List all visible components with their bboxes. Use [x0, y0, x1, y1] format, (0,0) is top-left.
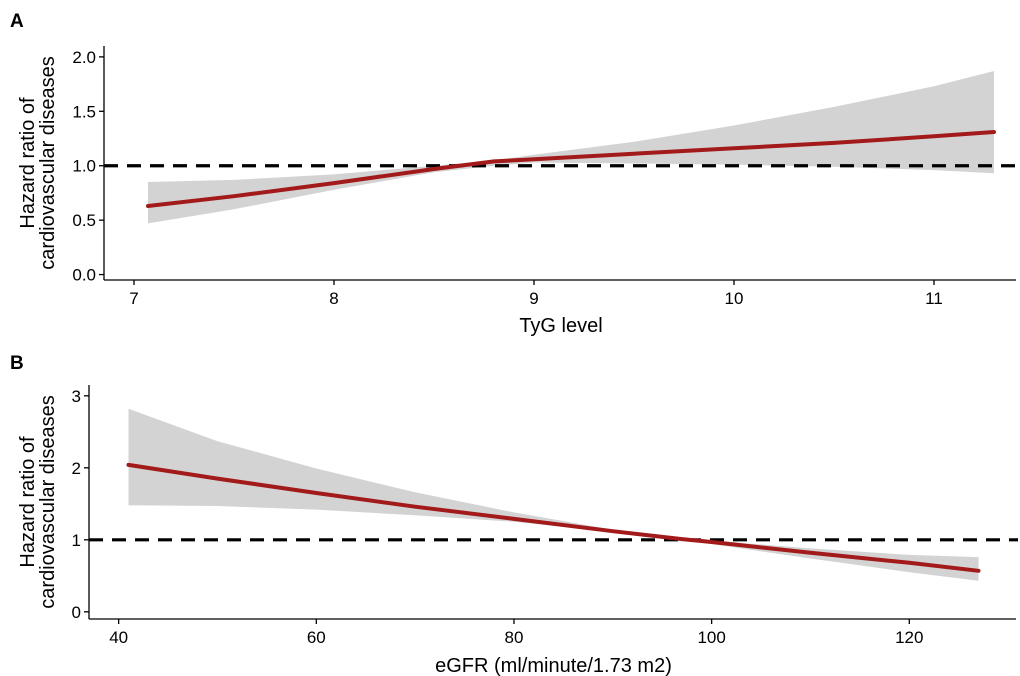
panel-a-confidence-band: [148, 71, 994, 224]
panel-a-data-point: [334, 183, 335, 184]
panel-a-y-axis-title-line: Hazard ratio of: [17, 97, 39, 229]
panel-a-y-tick-label: 0.0: [72, 266, 96, 285]
panel-a-x-tick-label: 7: [129, 289, 138, 308]
panel-b-data-point: [612, 531, 613, 532]
panel-b-data-point: [810, 552, 811, 553]
panel-b-y-tick-label: 0: [72, 603, 81, 622]
panel-a-y-tick-label: 1.0: [72, 157, 96, 176]
panel-a-data-point: [634, 153, 635, 154]
panel-a-y-tick-label: 1.5: [72, 102, 96, 121]
panel-b-data-point: [128, 464, 129, 465]
panel-a: A 0.0 0.5 1.0 1.5 2.0 7 8 9 10 11 TyG level Hazard r…: [10, 11, 1018, 337]
panel-b-data-point: [681, 539, 682, 540]
panel-b: B 0 1 2 3 40 60 80 100 120 eGFR (ml/minute/1.73 m2…: [10, 353, 1018, 676]
panel-a-data-point: [534, 159, 535, 160]
panel-b-hazard-curve: [126, 462, 981, 573]
panel-b-data-point: [217, 478, 218, 479]
panel-a-x-axis-title: TyG level: [519, 315, 602, 337]
panel-b-y-tick-label: 3: [72, 387, 81, 406]
panel-b-x-tick-label: 80: [505, 628, 524, 647]
panel-b-x-tick-label: 120: [895, 628, 923, 647]
panel-b-y-tick-label: 1: [72, 531, 81, 550]
panel-a-data-point: [834, 142, 835, 143]
panel-b-y-axis-title-line: Hazard ratio of: [17, 436, 39, 568]
panel-b-data-point: [711, 541, 712, 542]
panel-a-x-tick-label: 11: [925, 289, 943, 308]
panel-b-data-point: [513, 518, 514, 519]
panel-a-hazard-curve: [146, 130, 996, 208]
panel-a-data-point: [234, 196, 235, 197]
panel-a-x-tick-label: 8: [329, 289, 338, 308]
panel-b-x-tick-label: 100: [697, 628, 725, 647]
panel-b-y-tick-label: 2: [72, 459, 81, 478]
panel-a-data-point: [494, 161, 495, 162]
panel-b-data-point: [415, 506, 416, 507]
panel-b-x-tick-label: 60: [307, 628, 326, 647]
panel-b-data-point: [909, 562, 910, 563]
panel-b-y-axis-title: Hazard ratio ofcardiovascular diseases: [17, 395, 59, 608]
panel-a-letter: A: [10, 11, 24, 32]
panel-b-letter: B: [10, 353, 24, 374]
panel-b-y-axis-title-line: cardiovascular diseases: [37, 395, 59, 608]
panel-a-data-point: [148, 205, 149, 206]
panel-b-confidence-band: [128, 408, 979, 581]
panel-a-data-point: [994, 131, 995, 132]
panel-a-y-axis-title-line: cardiovascular diseases: [37, 56, 59, 269]
panel-a-x-tick-label: 9: [529, 289, 538, 308]
panel-b-data-point: [978, 570, 979, 571]
panel-a-x-tick-label: 10: [725, 289, 744, 308]
panel-b-x-axis-title: eGFR (ml/minute/1.73 m2): [435, 655, 672, 676]
panel-a-y-tick-label: 0.5: [72, 211, 96, 230]
panel-a-y-tick-label: 2.0: [72, 48, 96, 67]
panel-b-data-point: [316, 493, 317, 494]
panel-a-data-point: [434, 168, 435, 169]
panel-a-data-point: [934, 136, 935, 137]
panel-a-y-axis-title: Hazard ratio ofcardiovascular diseases: [17, 56, 59, 269]
panel-a-data-point: [734, 148, 735, 149]
panel-b-x-tick-label: 40: [109, 628, 128, 647]
